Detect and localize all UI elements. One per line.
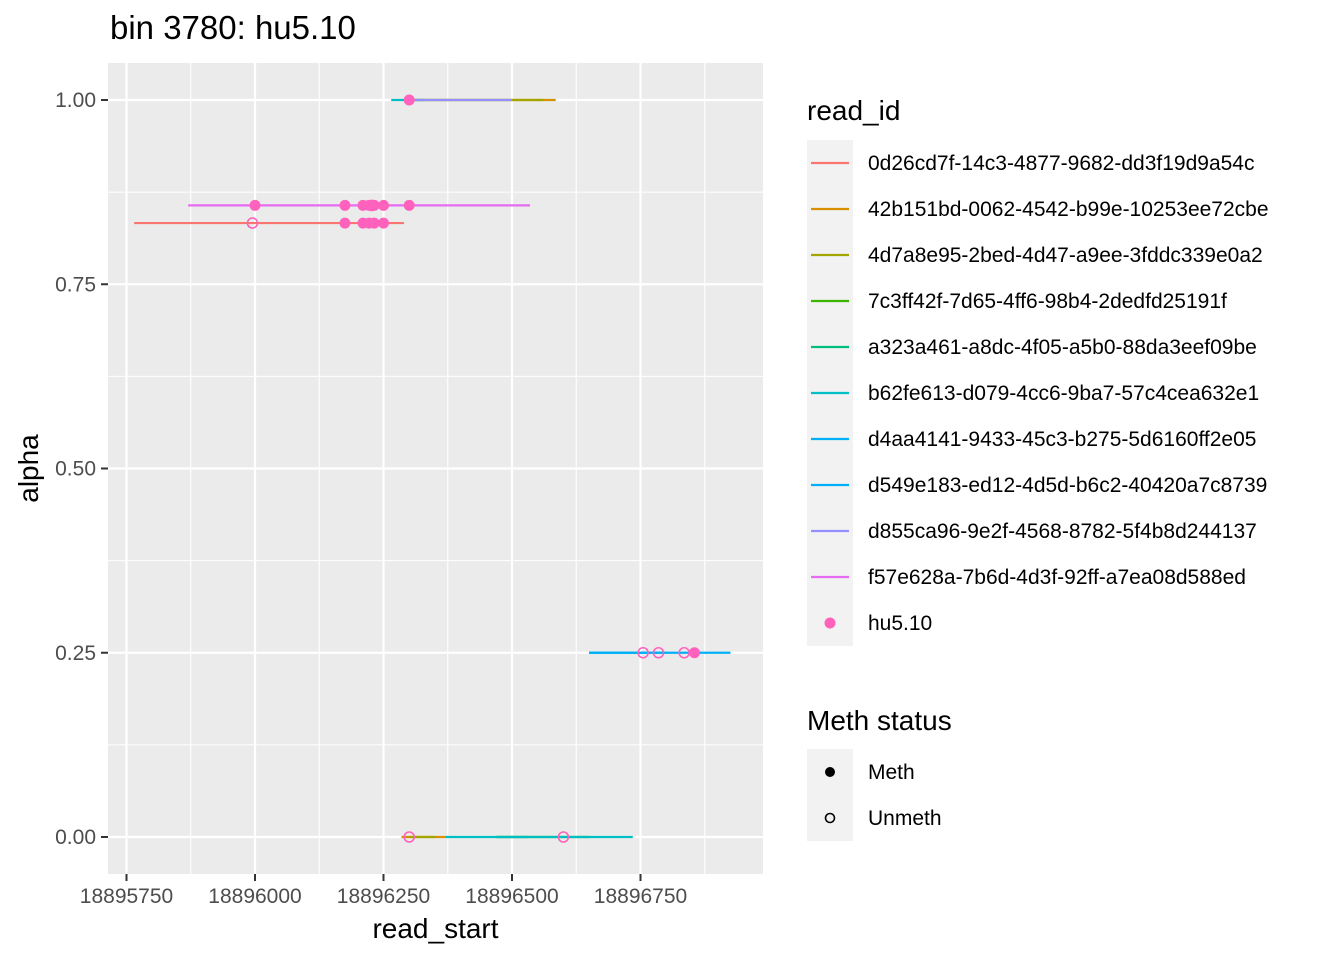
legend-key-meth bbox=[825, 767, 835, 777]
y-tick-label: 0.00 bbox=[55, 826, 96, 849]
unmeth-point bbox=[365, 199, 378, 212]
legend-label-5: a323a461-a8dc-4f05-a5b0-88da3eef09be bbox=[868, 336, 1257, 359]
unmeth-point bbox=[652, 646, 665, 659]
legend: read_id Meth status 0d26cd7f-14c3-4877-9… bbox=[807, 95, 1269, 841]
y-axis-title: alpha bbox=[13, 434, 44, 503]
x-tick-label: 18895750 bbox=[80, 885, 173, 908]
y-tick-label: 0.50 bbox=[55, 458, 96, 481]
y-tick-label: 0.25 bbox=[55, 642, 96, 665]
data-points bbox=[246, 94, 700, 843]
y-tick-label: 0.75 bbox=[55, 273, 96, 296]
legend-label-points: hu5.10 bbox=[868, 612, 932, 635]
legend-label-1: 0d26cd7f-14c3-4877-9682-dd3f19d9a54c bbox=[868, 152, 1254, 175]
meth-point bbox=[403, 199, 415, 211]
legend-label-2: 42b151bd-0062-4542-b99e-10253ee72cbe bbox=[868, 198, 1269, 221]
meth-point bbox=[378, 217, 389, 229]
legend-label-3: 4d7a8e95-2bed-4d47-a9ee-3fddc339e0a2 bbox=[868, 244, 1263, 267]
legend-label-4: 7c3ff42f-7d65-4ff6-98b4-2dedfd25191f bbox=[868, 290, 1227, 313]
legend-label-7: d4aa4141-9433-45c3-b275-5d6160ff2e05 bbox=[868, 428, 1256, 451]
legend-key-unmeth bbox=[824, 812, 836, 824]
legend-label-8: d549e183-ed12-4d5d-b6c2-40420a7c8739 bbox=[868, 474, 1267, 497]
x-tick-label: 18896500 bbox=[465, 885, 558, 908]
unmeth-point bbox=[678, 646, 690, 659]
x-tick-label: 18896000 bbox=[208, 885, 301, 908]
legend-label-6: b62fe613-d079-4cc6-9ba7-57c4cea632e1 bbox=[868, 382, 1259, 405]
legend-key-background bbox=[807, 795, 853, 841]
legend-label-meth: Meth bbox=[868, 761, 915, 784]
unmeth-point bbox=[637, 646, 649, 659]
x-tick-label: 18896750 bbox=[594, 885, 687, 908]
unmeth-point bbox=[246, 217, 259, 229]
unmeth-point bbox=[557, 831, 570, 843]
legend-label-10: f57e628a-7b6d-4d3f-92ff-a7ea08d588ed bbox=[868, 566, 1246, 589]
meth-point bbox=[249, 199, 261, 211]
legend-title-meth-status: Meth status bbox=[807, 705, 952, 736]
legend-label-9: d855ca96-9e2f-4568-8782-5f4b8d244137 bbox=[868, 520, 1257, 543]
meth-point bbox=[339, 217, 351, 229]
meth-point bbox=[378, 199, 389, 211]
x-tick-label: 18896250 bbox=[337, 885, 430, 908]
x-axis-title: read_start bbox=[372, 913, 498, 944]
y-tick-label: 1.00 bbox=[55, 89, 96, 112]
legend-title-read-id: read_id bbox=[807, 95, 900, 126]
meth-point bbox=[403, 94, 415, 106]
meth-point bbox=[688, 647, 700, 659]
meth-point bbox=[339, 199, 351, 211]
meth-point bbox=[368, 217, 380, 229]
axis-ticks: 18895750 18896000 18896250 18896500 18896750… bbox=[55, 89, 687, 908]
legend-key-points bbox=[824, 617, 836, 629]
legend-label-unmeth: Unmeth bbox=[868, 807, 942, 830]
unmeth-point bbox=[403, 831, 416, 843]
chart-title: bin 3780: hu5.10 bbox=[110, 9, 356, 46]
